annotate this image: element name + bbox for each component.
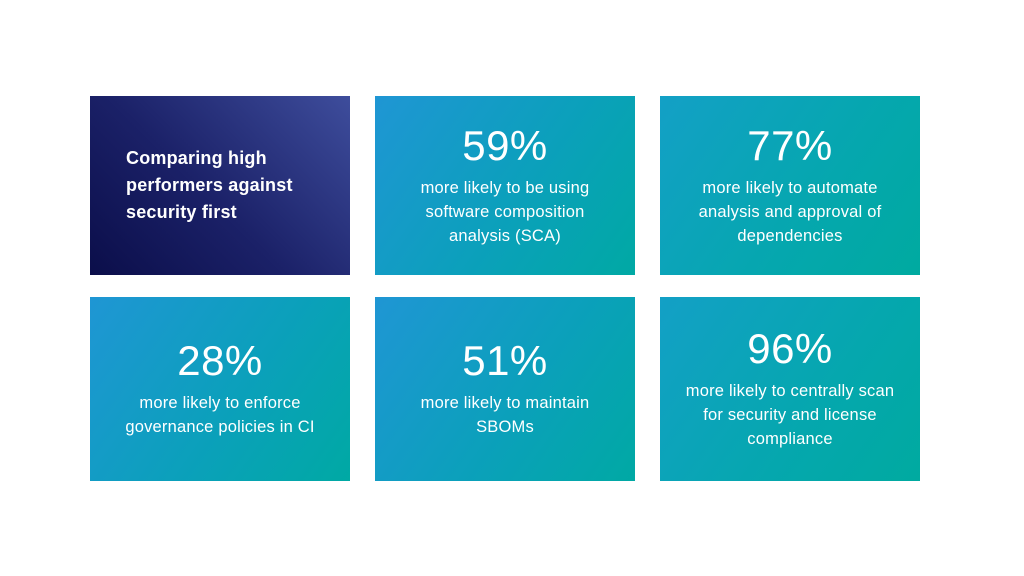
stat-card-governance-policies: 28% more likely to enforce governance po… <box>90 297 350 481</box>
stat-value-sca: 59% <box>462 121 548 169</box>
stat-card-central-scan: 96% more likely to centrally scan for se… <box>660 297 920 481</box>
stat-card-sca: 59% more likely to be using software com… <box>375 96 635 275</box>
stat-label-governance-policies: more likely to enforce governance polici… <box>125 394 315 437</box>
stat-label-central-scan: more likely to centrally scan for securi… <box>685 382 895 449</box>
stat-value-governance-policies: 28% <box>177 336 263 384</box>
stat-value-central-scan: 96% <box>747 325 833 373</box>
stat-value-sboms: 51% <box>462 336 548 384</box>
stat-card-automate-analysis: 77% more likely to automate analysis and… <box>660 96 920 275</box>
intro-card: Comparing high performers against securi… <box>90 96 350 275</box>
stat-label-sboms: more likely to maintain SBOMs <box>420 394 590 437</box>
stat-card-sboms: 51% more likely to maintain SBOMs <box>375 297 635 481</box>
stat-label-sca: more likely to be using software composi… <box>420 178 590 245</box>
stat-value-automate-analysis: 77% <box>747 121 833 169</box>
intro-card-text: Comparing high performers against securi… <box>126 148 293 222</box>
stat-label-automate-analysis: more likely to automate analysis and app… <box>698 178 882 245</box>
